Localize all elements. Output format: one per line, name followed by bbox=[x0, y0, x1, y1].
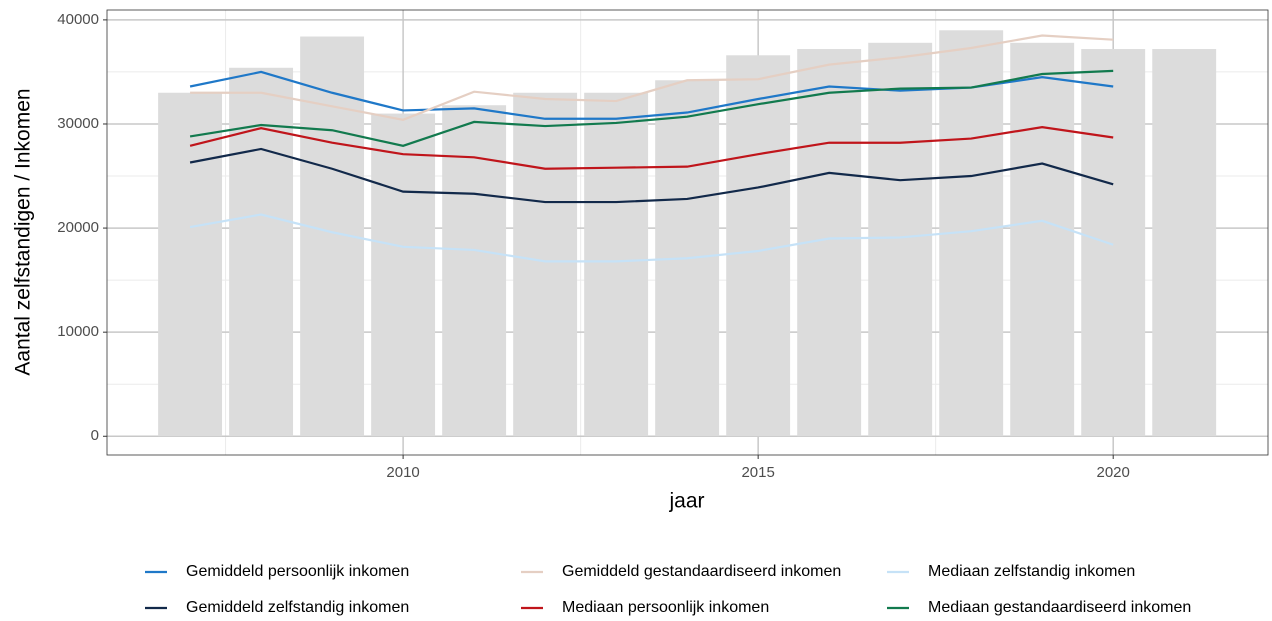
y-tick-label: 0 bbox=[91, 427, 99, 444]
bar bbox=[868, 42, 933, 437]
bar bbox=[513, 92, 578, 437]
legend-label: Mediaan gestandaardiseerd inkomen bbox=[928, 599, 1191, 616]
legend-label: Mediaan persoonlijk inkomen bbox=[562, 599, 769, 616]
y-tick-label: 10000 bbox=[57, 323, 99, 340]
legend-label: Mediaan zelfstandig inkomen bbox=[928, 563, 1135, 580]
legend-label: Gemiddeld zelfstandig inkomen bbox=[186, 599, 409, 616]
bar bbox=[726, 55, 791, 437]
line-series bbox=[189, 147, 1114, 204]
legend-label: Gemiddeld gestandaardiseerd inkomen bbox=[562, 563, 841, 580]
y-tick-label: 20000 bbox=[57, 219, 99, 236]
bar bbox=[371, 113, 436, 437]
bar bbox=[584, 92, 649, 437]
x-tick-label: 2010 bbox=[386, 464, 419, 481]
bar bbox=[158, 92, 223, 437]
bar bbox=[1010, 42, 1075, 437]
line-series bbox=[189, 69, 1114, 147]
panel-border bbox=[106, 9, 1269, 456]
y-tick-label: 30000 bbox=[57, 115, 99, 132]
x-tick-label: 2015 bbox=[741, 464, 774, 481]
line-series bbox=[189, 213, 1114, 263]
bar bbox=[229, 67, 294, 437]
x-tick-label: 2020 bbox=[1097, 464, 1130, 481]
x-axis-title: jaar bbox=[668, 490, 704, 513]
line-series bbox=[189, 125, 1114, 170]
line-series bbox=[190, 34, 1114, 121]
bar bbox=[442, 105, 507, 437]
y-axis-title: Aantal zelfstandigen / Inkomen bbox=[12, 88, 35, 375]
legend-label: Gemiddeld persoonlijk inkomen bbox=[186, 563, 409, 580]
y-tick-label: 40000 bbox=[57, 11, 99, 28]
bar bbox=[1081, 49, 1146, 437]
bar bbox=[1152, 49, 1217, 437]
